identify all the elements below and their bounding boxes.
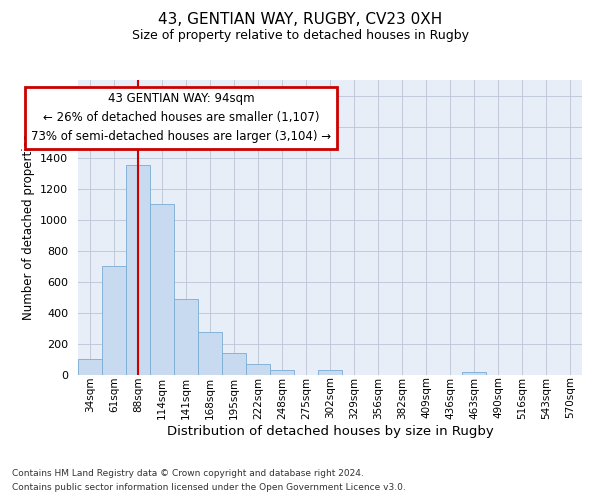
Text: 43, GENTIAN WAY, RUGBY, CV23 0XH: 43, GENTIAN WAY, RUGBY, CV23 0XH <box>158 12 442 28</box>
Bar <box>174 299 198 375</box>
Bar <box>222 354 246 375</box>
Bar <box>150 204 174 375</box>
Text: Size of property relative to detached houses in Rugby: Size of property relative to detached ho… <box>131 29 469 42</box>
X-axis label: Distribution of detached houses by size in Rugby: Distribution of detached houses by size … <box>167 426 493 438</box>
Bar <box>462 372 486 375</box>
Bar <box>102 266 126 375</box>
Bar <box>78 360 102 375</box>
Bar <box>126 166 150 375</box>
Text: 43 GENTIAN WAY: 94sqm
← 26% of detached houses are smaller (1,107)
73% of semi-d: 43 GENTIAN WAY: 94sqm ← 26% of detached … <box>31 92 331 144</box>
Text: Contains public sector information licensed under the Open Government Licence v3: Contains public sector information licen… <box>12 484 406 492</box>
Bar <box>198 332 222 375</box>
Bar <box>246 364 270 375</box>
Text: Contains HM Land Registry data © Crown copyright and database right 2024.: Contains HM Land Registry data © Crown c… <box>12 468 364 477</box>
Y-axis label: Number of detached properties: Number of detached properties <box>22 134 35 320</box>
Bar <box>270 370 294 375</box>
Bar <box>318 370 342 375</box>
